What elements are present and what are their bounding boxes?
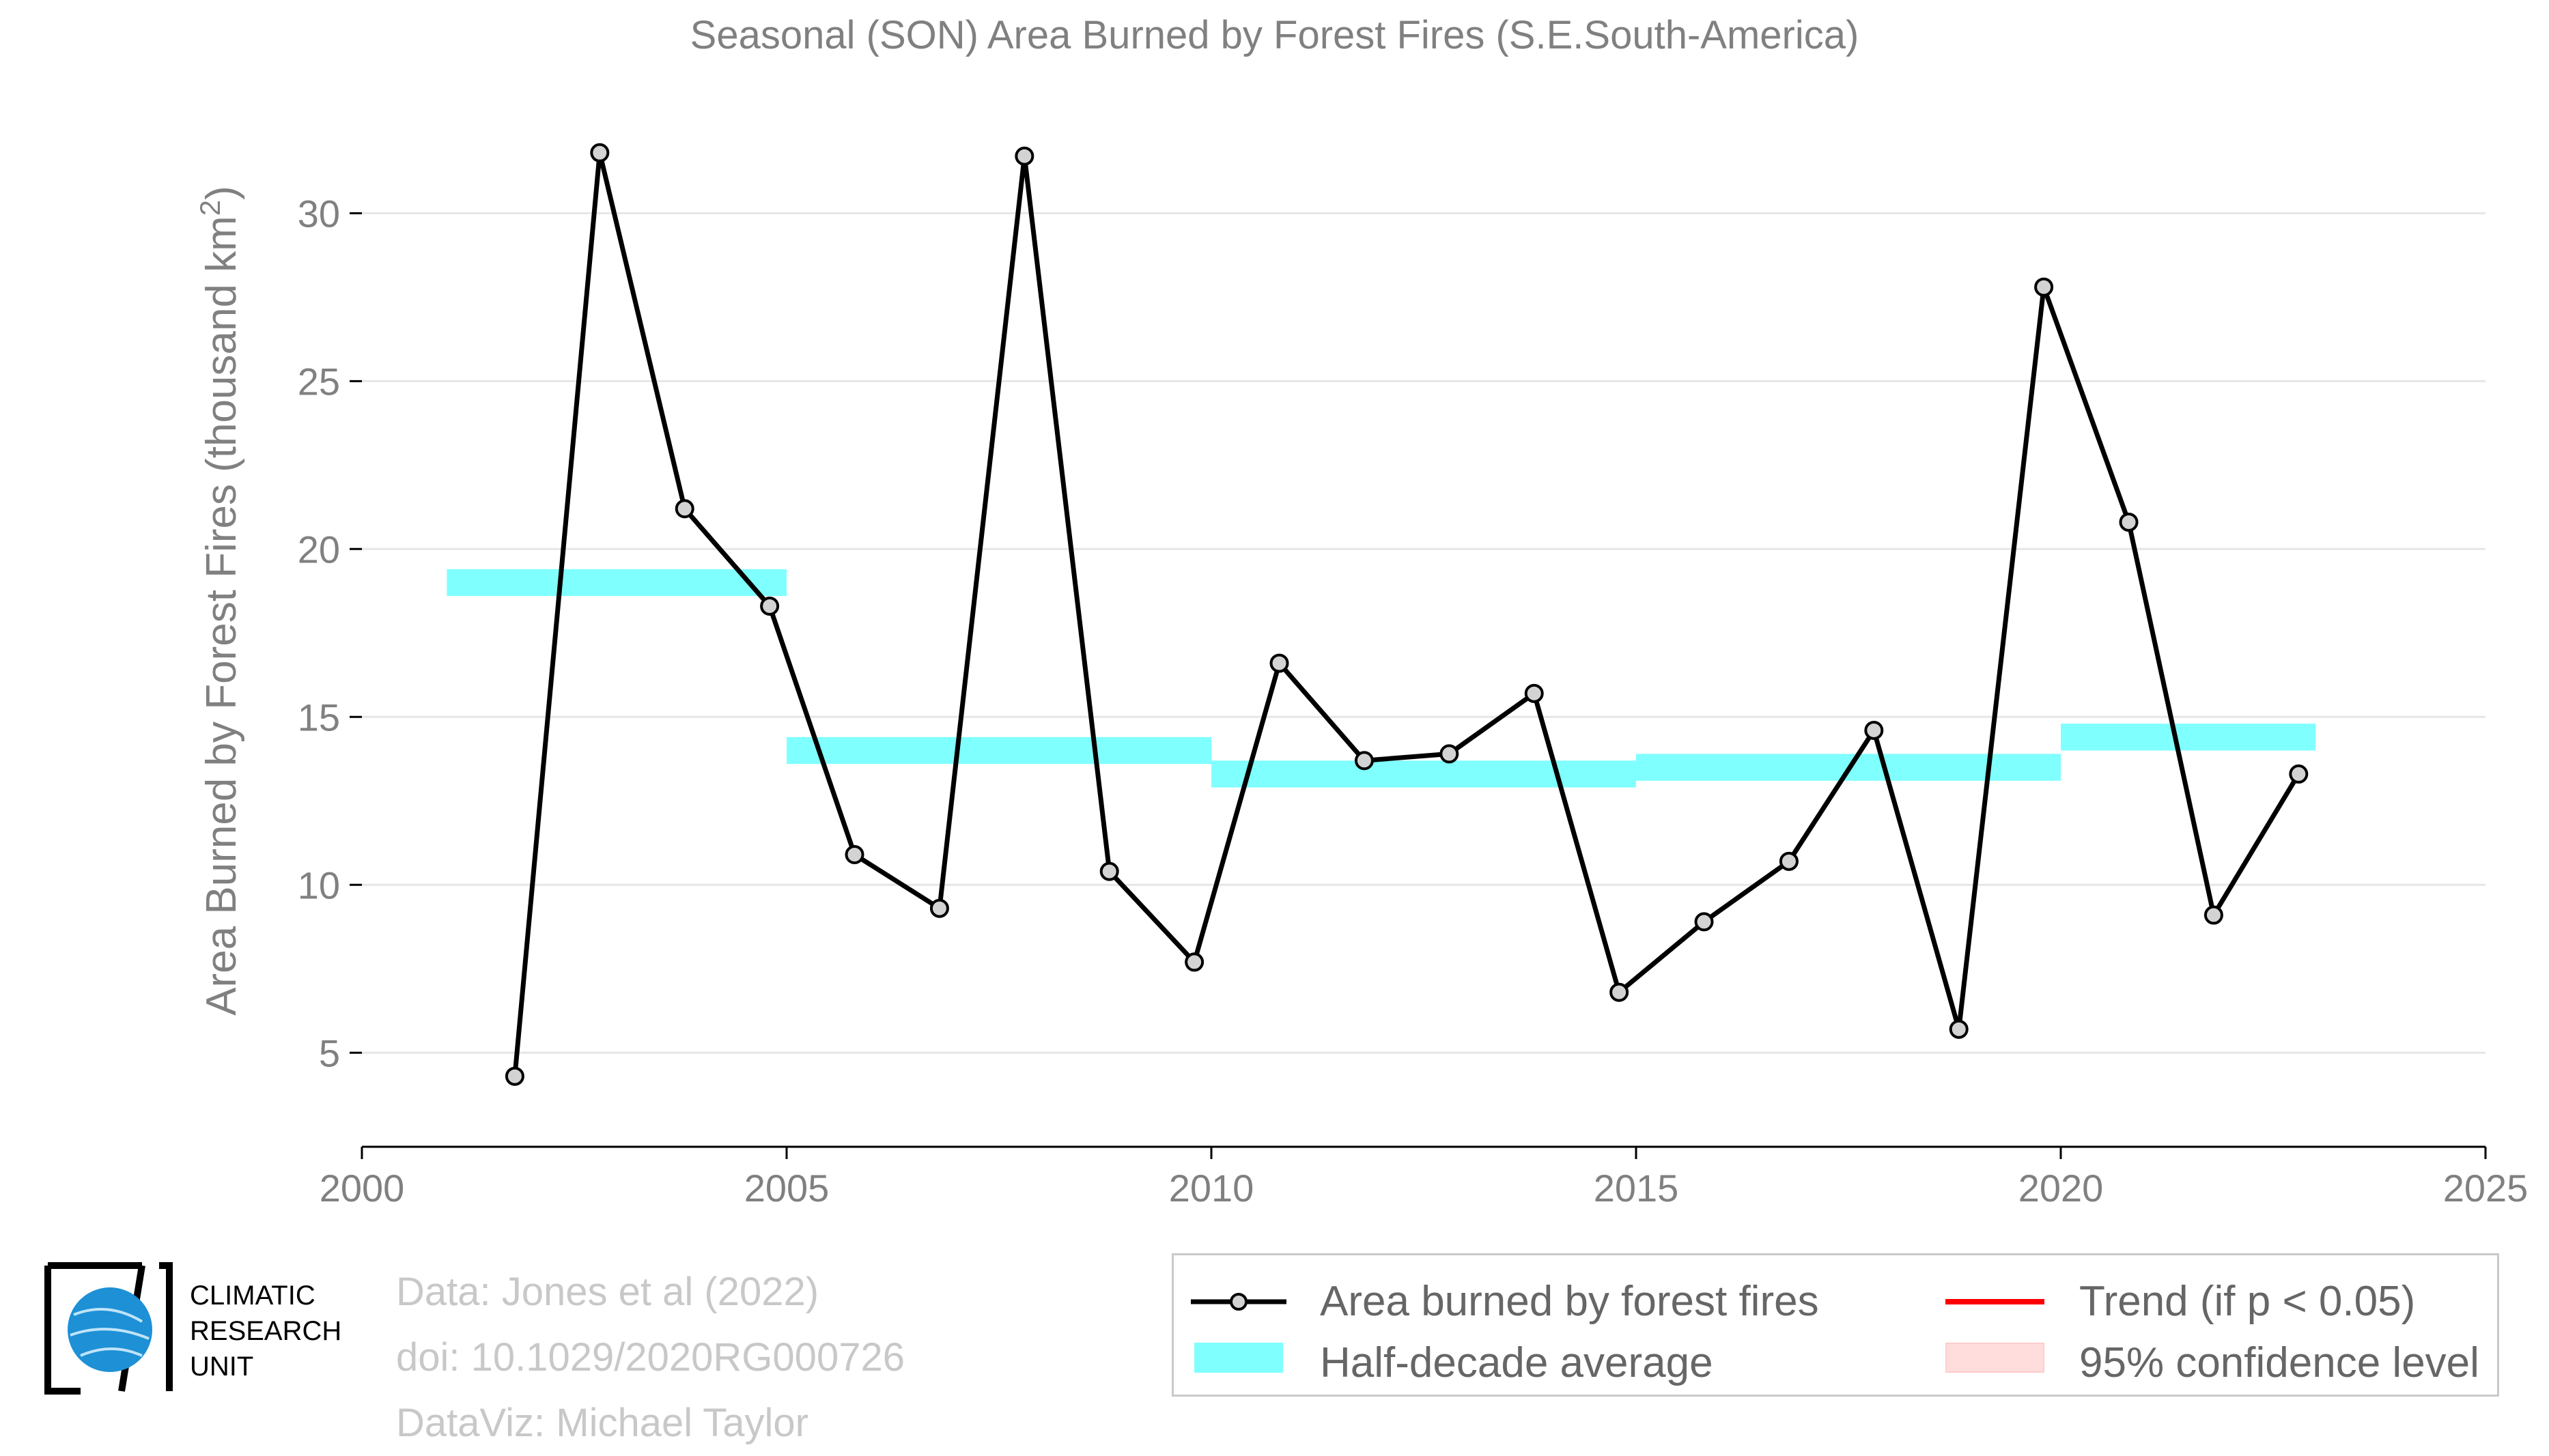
legend-avg-swatch <box>1194 1343 1283 1373</box>
data-point-11 <box>1439 744 1459 764</box>
y-tick-label-5: 5 <box>319 1031 340 1074</box>
cru-logo-icon <box>44 1262 173 1395</box>
data-point-18 <box>2034 277 2054 297</box>
half-decade-band-0 <box>447 569 787 597</box>
y-axis-label: Area Burned by Forest Fires (thousand km… <box>194 186 246 1016</box>
cru-logo-text: CLIMATIC RESEARCH UNIT <box>190 1278 341 1384</box>
data-point-6 <box>1015 146 1034 166</box>
x-tick-label-2015: 2015 <box>1594 1167 1679 1210</box>
y-tick-label-10: 10 <box>298 863 340 907</box>
data-point-2 <box>675 499 694 519</box>
data-point-14 <box>1694 912 1714 932</box>
y-tick-label-15: 15 <box>298 696 340 739</box>
data-point-15 <box>1779 851 1799 871</box>
half-decade-band-4 <box>2061 724 2316 751</box>
legend-line-icon <box>1191 1293 1286 1311</box>
half-decade-band-2 <box>1211 760 1636 788</box>
data-point-16 <box>1864 720 1884 740</box>
legend-avg-label: Half-decade average <box>1320 1339 1713 1386</box>
legend-trend-label: Trend (if p < 0.05) <box>2079 1278 2416 1325</box>
y-tick-label-25: 25 <box>298 360 340 403</box>
credits: Data: Jones et al (2022) doi: 10.1029/20… <box>396 1259 905 1456</box>
legend: Area burned by forest fires Half-decade … <box>1172 1253 2499 1397</box>
cru-line-1: CLIMATIC <box>190 1281 315 1311</box>
x-tick-label-2025: 2025 <box>2443 1167 2529 1210</box>
credit-dataviz: DataViz: Michael Taylor <box>396 1401 808 1445</box>
credit-data: Data: Jones et al (2022) <box>396 1270 819 1314</box>
legend-trend-swatch <box>1945 1299 2044 1304</box>
legend-line-label: Area burned by forest fires <box>1320 1278 1819 1325</box>
data-point-4 <box>845 844 864 864</box>
data-point-10 <box>1354 751 1374 771</box>
data-point-8 <box>1185 952 1205 972</box>
legend-ci-label: 95% confidence level <box>2079 1339 2479 1386</box>
credit-doi: doi: 10.1029/2020RG000726 <box>396 1335 905 1380</box>
data-point-3 <box>760 596 780 616</box>
y-tick-label-20: 20 <box>298 528 340 571</box>
data-point-9 <box>1269 653 1289 673</box>
data-point-7 <box>1099 861 1119 881</box>
data-point-19 <box>2119 512 2139 532</box>
cru-line-3: UNIT <box>190 1352 254 1382</box>
series-area-burned <box>505 143 2309 1086</box>
x-tick-label-2020: 2020 <box>2018 1167 2104 1210</box>
data-point-1 <box>590 143 610 162</box>
half-decade-average-bands <box>447 569 2316 788</box>
half-decade-band-1 <box>787 737 1211 765</box>
data-point-13 <box>1609 982 1629 1002</box>
x-tick-label-2000: 2000 <box>320 1167 405 1210</box>
data-point-21 <box>2289 764 2309 784</box>
data-point-12 <box>1524 683 1544 703</box>
data-point-0 <box>505 1066 524 1086</box>
chart-title: Seasonal (SON) Area Burned by Forest Fir… <box>690 13 1859 57</box>
y-tick-label-30: 30 <box>298 192 340 235</box>
data-point-17 <box>1949 1019 1969 1039</box>
legend-ci-swatch <box>1945 1343 2044 1373</box>
data-point-5 <box>929 898 949 918</box>
gridlines <box>362 212 2485 1054</box>
x-tick-label-2010: 2010 <box>1169 1167 1254 1210</box>
series-line-0 <box>512 150 2301 1077</box>
data-point-20 <box>2203 905 2223 925</box>
x-tick-label-2005: 2005 <box>744 1167 830 1210</box>
cru-line-2: RESEARCH <box>190 1316 342 1346</box>
